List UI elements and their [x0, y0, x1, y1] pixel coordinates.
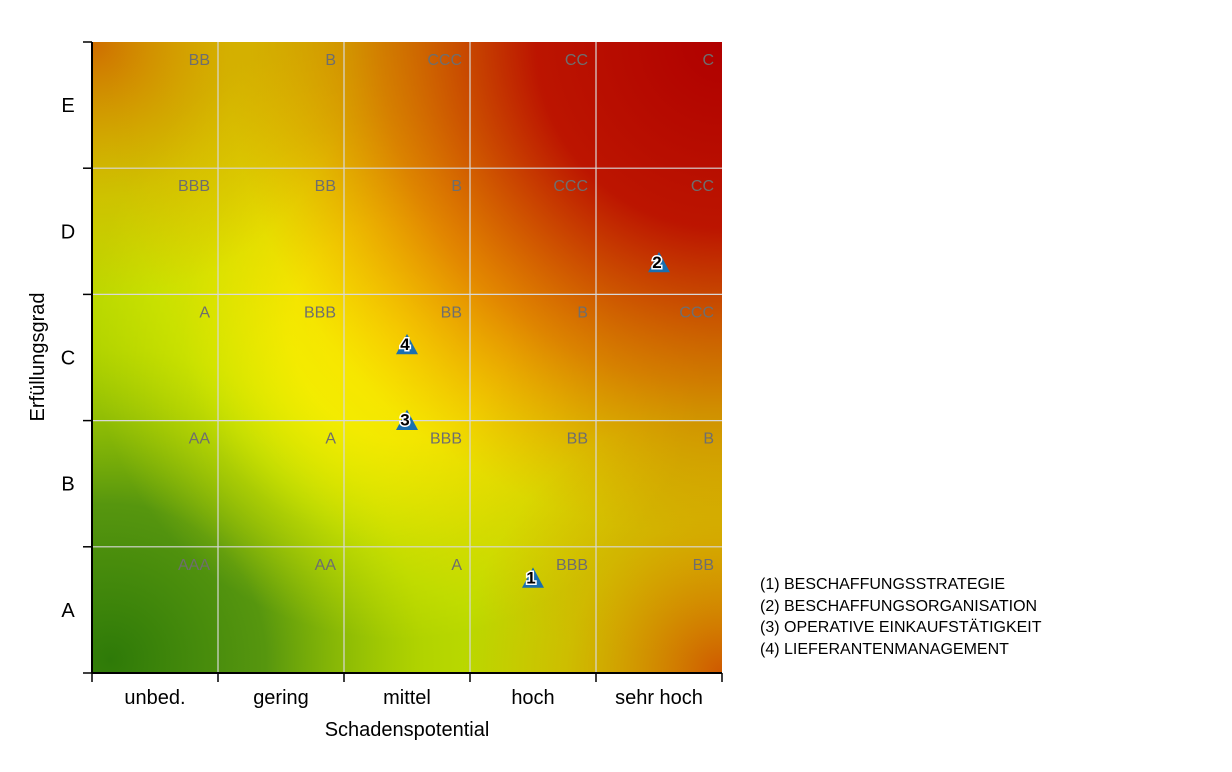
data-point-label: 1: [526, 568, 535, 587]
cell-rating-label: CC: [565, 52, 588, 69]
y-tick-label: E: [61, 95, 74, 117]
cell-rating-label: B: [451, 178, 462, 195]
axes: unbed. gering mittel hoch sehr hoch A B C D E: [61, 41, 723, 709]
cell-rating-label: A: [451, 557, 462, 574]
legend: (1) BESCHAFFUNGSSTRATEGIE (2) BESCHAFFUN…: [760, 574, 1042, 660]
cell-rating-label: BB: [189, 52, 210, 69]
data-point-3: 3: [396, 409, 418, 431]
x-tick-label: gering: [253, 687, 309, 709]
cell-rating-label: A: [325, 431, 336, 448]
x-tick-label: sehr hoch: [615, 687, 703, 709]
cell-rating-label: CCC: [679, 304, 714, 321]
x-axis-label: Schadenspotential: [325, 719, 490, 741]
cell-rating-label: A: [199, 304, 210, 321]
data-point-label: 3: [400, 411, 409, 430]
cell-rating-label: AA: [189, 431, 211, 448]
data-markers: 1 2 3 4: [396, 251, 670, 589]
legend-entry-4: (4) LIEFERANTENMANAGEMENT: [760, 640, 1009, 658]
legend-entry-3: (3) OPERATIVE EINKAUFSTÄTIGKEIT: [760, 619, 1042, 636]
triangle-marker: [396, 409, 418, 430]
y-tick-label: C: [61, 348, 75, 370]
cell-rating-label: BB: [315, 178, 336, 195]
legend-entry-1: (1) BESCHAFFUNGSSTRATEGIE: [760, 576, 1006, 593]
data-point-1: 1: [522, 567, 544, 589]
cell-rating-label: CC: [691, 178, 714, 195]
cell-rating-label: CCC: [553, 178, 588, 195]
triangle-marker: [648, 251, 670, 273]
heatmap-background: [92, 42, 722, 673]
data-point-4: 4: [396, 333, 418, 355]
cell-rating-label: C: [702, 52, 714, 69]
legend-entry-2: (2) BESCHAFFUNGSORGANISATION: [760, 597, 1038, 615]
cell-rating-label: AAA: [178, 557, 210, 574]
cell-rating-label: BB: [693, 557, 714, 574]
cell-rating-label: BB: [567, 431, 588, 448]
y-tick-label: B: [61, 474, 74, 496]
x-tick-label: unbed.: [124, 687, 185, 709]
x-tick-label: hoch: [511, 687, 554, 709]
y-tick-label: D: [61, 221, 75, 243]
cell-rating-label: B: [325, 52, 336, 69]
cell-rating-label: BBB: [556, 557, 588, 574]
data-point-label: 4: [400, 335, 410, 354]
cell-rating-label: B: [703, 431, 714, 448]
cell-rating-label: BBB: [304, 304, 336, 321]
triangle-marker: [396, 333, 418, 355]
cell-rating-label: BB: [441, 304, 462, 321]
cell-rating-label: CCC: [427, 52, 462, 69]
y-tick-label: A: [61, 600, 75, 622]
cell-rating-label: B: [577, 304, 588, 321]
y-axis-label: Erfüllungsgrad: [27, 293, 49, 422]
cell-rating-label: BBB: [178, 178, 210, 195]
x-tick-label: mittel: [383, 687, 431, 709]
cell-rating-label: BBB: [430, 431, 462, 448]
cell-rating-label: AA: [315, 557, 337, 574]
triangle-marker: [522, 567, 544, 588]
data-point-2: 2: [648, 251, 670, 273]
data-point-label: 2: [652, 253, 661, 272]
